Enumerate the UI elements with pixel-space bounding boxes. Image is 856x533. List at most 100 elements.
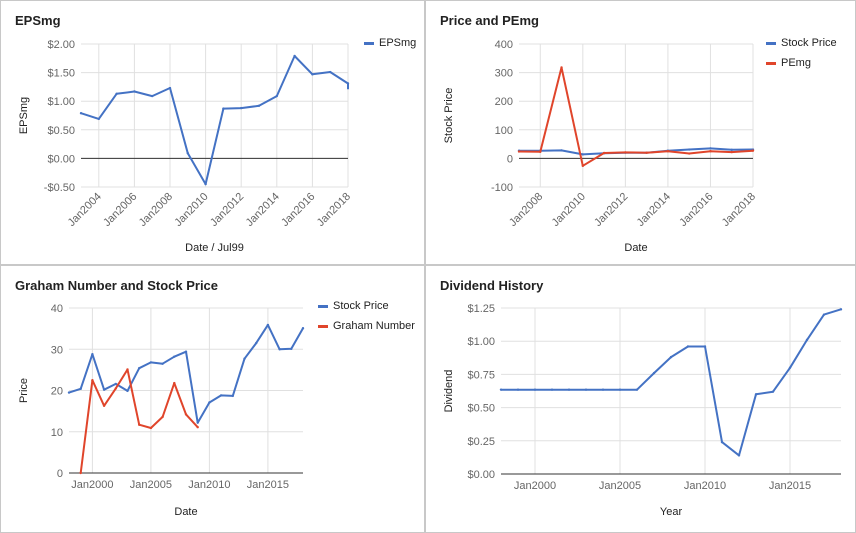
data-point <box>196 426 199 429</box>
data-point <box>114 382 118 386</box>
y-tick-label: $0.50 <box>47 125 75 137</box>
x-tick-label: Jan2016 <box>677 191 715 229</box>
data-point <box>184 413 188 416</box>
y-tick-label: 200 <box>495 96 513 108</box>
data-point <box>709 147 712 150</box>
data-point <box>79 387 82 391</box>
data-point <box>102 404 106 407</box>
x-tick-label: Jan2000 <box>514 480 556 492</box>
data-point <box>709 150 712 153</box>
x-axis-label: Date / Jul99 <box>185 242 244 254</box>
y-tick-label: 400 <box>495 39 513 51</box>
data-point <box>581 153 585 156</box>
data-point <box>275 94 278 98</box>
data-point <box>581 164 585 168</box>
y-axis-label: Price <box>18 378 30 403</box>
data-point <box>173 381 176 385</box>
data-point <box>550 388 554 391</box>
x-tick-label: Jan2018 <box>720 191 758 229</box>
y-tick-label: $1.50 <box>47 68 75 80</box>
data-point <box>161 415 164 419</box>
data-point <box>822 313 826 316</box>
data-point <box>222 107 225 110</box>
series-line <box>518 66 754 167</box>
data-point <box>346 82 350 85</box>
data-point <box>311 73 314 76</box>
data-point <box>278 348 281 351</box>
data-point <box>102 388 106 391</box>
data-point <box>115 92 118 95</box>
x-tick-label: Jan2014 <box>635 191 673 229</box>
y-tick-label: 40 <box>51 303 63 315</box>
data-point <box>67 391 71 394</box>
x-tick-label: Jan2016 <box>279 191 317 229</box>
data-point <box>669 355 673 359</box>
data-point <box>196 421 199 424</box>
data-point <box>329 70 332 74</box>
y-tick-label: $0.00 <box>467 469 495 481</box>
data-point <box>788 366 792 369</box>
y-tick-label: -$0.50 <box>44 182 75 194</box>
x-tick-label: Jan2005 <box>599 480 641 492</box>
x-tick-label: Jan2018 <box>315 191 353 229</box>
data-point <box>730 148 733 152</box>
y-tick-label: 100 <box>495 125 513 137</box>
series-line <box>79 368 199 474</box>
data-point <box>204 182 207 186</box>
x-tick-label: Jan2005 <box>130 479 172 491</box>
data-point <box>601 388 605 391</box>
x-axis-label: Date <box>174 506 197 518</box>
y-tick-label: 0 <box>507 153 513 165</box>
data-point <box>151 94 154 98</box>
legend-swatch <box>766 42 776 45</box>
legend-swatch <box>318 325 328 328</box>
data-point <box>219 394 223 397</box>
data-point <box>652 371 656 375</box>
data-point <box>771 390 775 393</box>
y-tick-label: -100 <box>491 182 513 194</box>
y-tick-label: 30 <box>51 344 63 356</box>
data-point <box>161 362 164 365</box>
x-tick-label: Jan2015 <box>247 479 289 491</box>
legend-swatch <box>318 305 328 308</box>
data-point <box>138 423 141 426</box>
data-point <box>624 151 627 154</box>
data-point <box>754 393 758 396</box>
x-tick-label: Jan2010 <box>172 191 210 229</box>
data-point <box>186 152 189 155</box>
chart-panel-price-and-pemg: Price and PEmg -100 0 100 200 300 400 Jan2008 J… <box>425 0 856 265</box>
data-point <box>533 388 537 391</box>
data-point <box>567 388 571 391</box>
data-point <box>666 150 670 153</box>
legend-label: PEmg <box>781 57 811 69</box>
x-axis-label: Date <box>624 242 647 254</box>
x-tick-label: Jan2012 <box>208 191 246 229</box>
data-point <box>79 112 83 115</box>
data-point <box>751 149 755 152</box>
chart-panel-epsmg: EPSmg -$0.50 $0.00 $0.50 $1.00 $1.50 $2.00 Jan… <box>0 0 425 265</box>
data-point <box>839 308 843 311</box>
data-point <box>645 151 648 154</box>
y-axis-label: Dividend <box>443 370 455 413</box>
y-tick-label: $0.50 <box>467 403 495 415</box>
data-point <box>91 378 94 382</box>
y-tick-label: $2.00 <box>47 39 75 51</box>
data-point <box>602 151 606 155</box>
x-tick-label: Jan2014 <box>244 191 282 229</box>
y-tick-label: $0.75 <box>467 369 495 381</box>
x-tick-label: Jan2008 <box>507 191 545 229</box>
x-tick-label: Jan2012 <box>592 191 630 229</box>
chart-title: Dividend History <box>440 278 544 293</box>
data-point <box>730 150 733 154</box>
x-tick-label: Jan2000 <box>71 479 113 491</box>
legend-label: Stock Price <box>333 300 389 312</box>
data-point <box>584 388 588 391</box>
data-point <box>805 338 809 342</box>
data-point <box>686 345 690 348</box>
data-point <box>293 54 296 58</box>
data-point <box>126 368 129 371</box>
data-point <box>257 104 261 107</box>
data-point <box>618 388 622 391</box>
data-point <box>301 327 305 330</box>
